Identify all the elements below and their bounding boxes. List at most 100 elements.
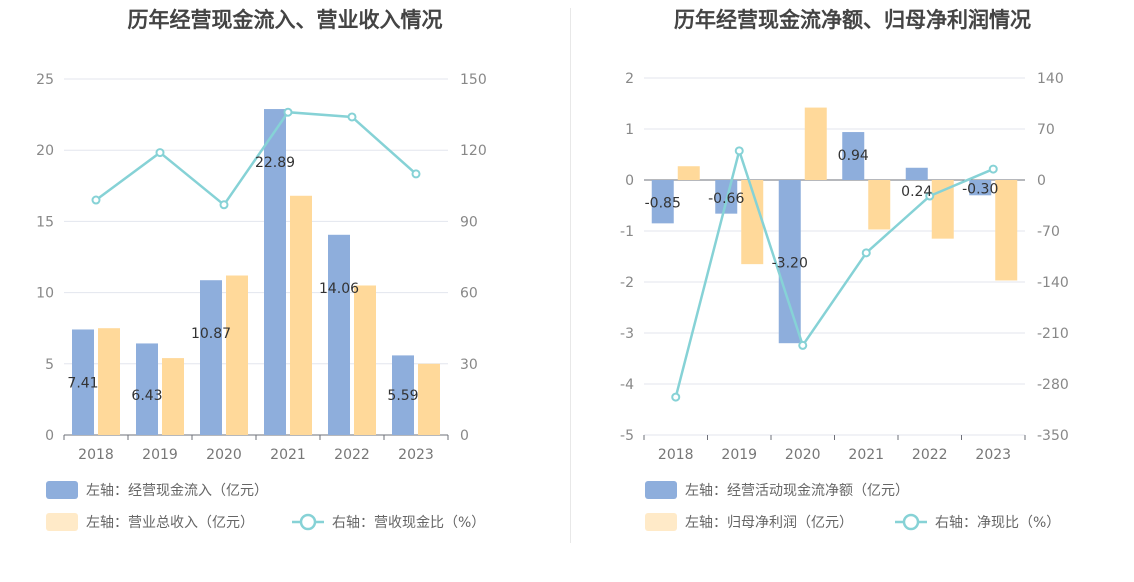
line-point [283, 107, 293, 117]
y-tick-left: 2 [625, 71, 634, 87]
y-tick-left: 0 [625, 173, 634, 189]
y-tick-right: -70 [1037, 224, 1060, 240]
y-tick-left: -2 [620, 275, 634, 291]
data-label: 6.43 [131, 388, 162, 404]
data-label: -0.30 [962, 182, 998, 198]
y-tick-right: 0 [460, 428, 469, 444]
bar-secondary [354, 285, 376, 435]
y-tick-right: 150 [460, 72, 487, 88]
bar-secondary [98, 328, 120, 435]
bar-secondary [677, 166, 700, 180]
y-tick-right: 30 [460, 357, 478, 373]
chart-svg-cash-inflow: 0 5 10 15 20 25 0 30 60 90 120 150 2018 2019 2020 2021 2… [36, 72, 487, 531]
legend-swatch [645, 481, 677, 499]
bar-secondary [741, 180, 764, 265]
bar-primary [905, 167, 928, 180]
bar-secondary [290, 195, 312, 435]
line-point [155, 148, 165, 158]
x-tick-label: 2022 [912, 447, 948, 463]
line-point [219, 200, 229, 210]
chart-title: 历年经营现金流入、营业收入情况 [127, 8, 443, 32]
x-tick-label: 2021 [270, 447, 306, 463]
bar-secondary [995, 180, 1018, 281]
x-tick-label: 2022 [334, 447, 370, 463]
data-label: -0.66 [708, 191, 744, 207]
y-tick-left: 10 [36, 286, 54, 302]
line-point [988, 164, 998, 174]
legend-label: 左轴：营业总收入（亿元） [86, 515, 254, 531]
x-tick-label: 2021 [848, 447, 884, 463]
bar-primary [136, 343, 158, 435]
x-tick-label: 2019 [142, 447, 178, 463]
legend-label: 右轴：净现比（%） [935, 515, 1060, 531]
data-label: 7.41 [67, 375, 98, 391]
y-tick-left: -3 [620, 326, 634, 342]
data-label: 10.87 [191, 326, 231, 342]
bar-secondary [226, 275, 248, 435]
x-tick-label: 2023 [975, 447, 1011, 463]
chart-svg-net-cash: -5 -4 -3 -2 -1 0 1 2 -350 -280 -210 -140 -70 0 70 140 20… [620, 71, 1069, 531]
legend-label: 左轴：归母净利润（亿元） [685, 514, 853, 531]
chart-panel-net-cash: 历年经营现金流净额、归母净利润情况 -5 -4 -3 -2 -1 0 1 2 -350 -280-… [571, 0, 1134, 582]
legend-swatch [645, 513, 677, 531]
data-label: 0.94 [838, 148, 869, 164]
data-label: 14.06 [319, 281, 359, 297]
bar-primary [200, 280, 222, 435]
y-tick-left: 20 [36, 143, 54, 159]
bar-secondary [804, 107, 827, 180]
panel-divider [570, 8, 571, 543]
y-tick-right: 0 [1037, 173, 1046, 189]
line-point [671, 392, 681, 402]
bar-secondary [868, 180, 891, 230]
bar-primary [778, 180, 801, 344]
y-tick-right: -280 [1037, 377, 1069, 393]
y-tick-right: 140 [1037, 71, 1064, 87]
y-tick-left: 15 [36, 214, 54, 230]
y-tick-right: -140 [1037, 275, 1069, 291]
legend-swatch [46, 481, 78, 499]
bar-secondary [418, 363, 440, 435]
x-tick-label: 2019 [721, 447, 757, 463]
data-label: 0.24 [901, 184, 932, 200]
bar-primary [264, 109, 286, 436]
series-line [95, 110, 417, 207]
y-tick-left: -1 [620, 224, 634, 240]
line-point [734, 146, 744, 156]
x-tick-label: 2018 [78, 447, 114, 463]
line-point [91, 195, 101, 205]
line-point [347, 112, 357, 122]
y-tick-left: 1 [625, 122, 634, 138]
line-point [861, 248, 871, 258]
legend-label: 左轴：经营活动现金流净额（亿元） [685, 483, 909, 499]
x-tick-label: 2020 [206, 447, 242, 463]
y-tick-left: 5 [45, 357, 54, 373]
y-tick-right: -210 [1037, 326, 1069, 342]
data-label: 22.89 [255, 155, 295, 171]
x-tick-label: 2018 [658, 447, 694, 463]
y-tick-right: -350 [1037, 428, 1069, 444]
bar-primary [969, 180, 992, 196]
data-label: 5.59 [387, 388, 418, 404]
bar-primary [72, 329, 94, 435]
series-line [674, 146, 994, 398]
bar-secondary [931, 180, 954, 239]
legend-marker [902, 513, 920, 531]
y-tick-left: 25 [36, 72, 54, 88]
y-tick-right: 70 [1037, 122, 1055, 138]
bar-primary [651, 180, 674, 224]
bar-secondary [162, 358, 184, 435]
line-point [925, 191, 935, 201]
line-point [798, 340, 808, 350]
y-tick-left: -5 [620, 428, 634, 444]
legend-label: 右轴：营收现金比（%） [332, 515, 485, 531]
y-tick-right: 120 [460, 143, 487, 159]
bar-primary [842, 132, 865, 180]
bar-primary [392, 355, 414, 435]
bar-primary [328, 234, 350, 435]
line-point [411, 169, 421, 179]
data-label: -0.85 [645, 196, 681, 212]
chart-panel-cash-inflow: 历年经营现金流入、营业收入情况 0 5 10 15 20 25 0 30 60 90 120 150 2… [36, 8, 487, 531]
x-tick-label: 2020 [785, 447, 821, 463]
y-tick-left: -4 [620, 377, 634, 393]
chart-title: 历年经营现金流净额、归母净利润情况 [674, 8, 1031, 32]
